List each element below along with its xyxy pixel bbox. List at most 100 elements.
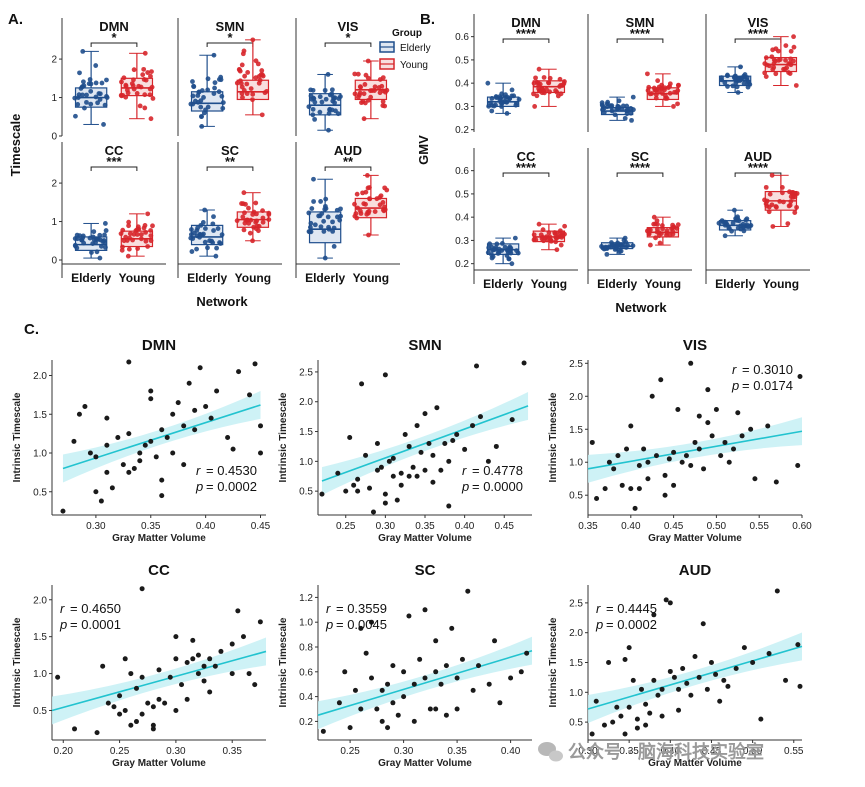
data-point: [133, 719, 139, 725]
data-point: [701, 466, 707, 472]
x-axis-label: Network: [615, 300, 667, 315]
data-point: [374, 467, 380, 473]
data-point: [93, 80, 99, 86]
x-tick-label: 0.25: [340, 746, 360, 757]
data-point: [406, 613, 412, 619]
data-point: [731, 446, 737, 452]
data-point: [553, 239, 559, 245]
data-point: [148, 228, 154, 233]
data-point: [239, 91, 245, 96]
scatter-subplot-dmn: DMN 0.5 1.0 1.5 2.0 0.30 0.35 0.40 0.45 Gray Matt…: [12, 337, 271, 544]
significance-label: *: [111, 30, 117, 45]
data-point: [253, 75, 259, 81]
data-point: [762, 70, 768, 76]
data-point: [559, 230, 565, 236]
data-point: [195, 652, 201, 658]
data-point: [308, 220, 314, 226]
data-point: [726, 459, 732, 465]
data-point: [246, 671, 252, 677]
data-point: [385, 681, 391, 687]
data-point: [593, 698, 599, 704]
data-point: [422, 411, 428, 417]
data-point: [762, 61, 768, 66]
data-point: [422, 467, 428, 473]
data-point: [610, 719, 616, 725]
data-point: [541, 75, 547, 80]
data-point: [450, 437, 456, 443]
scatter-subplot-aud: AUD 0.5 1.0 1.5 2.0 2.5 0.30 0.35 0.40 0.45 0.50 0.…: [548, 562, 804, 769]
box-young: [352, 172, 390, 238]
data-point: [379, 718, 385, 724]
subplot-title: DMN: [511, 15, 541, 30]
data-point: [138, 84, 144, 90]
data-point: [679, 459, 685, 465]
data-point: [653, 95, 659, 101]
data-point: [352, 91, 358, 97]
p-value: = 0.0174: [742, 378, 793, 393]
data-point: [88, 101, 94, 107]
data-point: [385, 725, 391, 731]
data-point: [247, 392, 253, 398]
data-point: [128, 671, 134, 677]
data-point: [80, 235, 86, 241]
data-point: [150, 223, 155, 229]
x-tick-label: 0.40: [196, 521, 216, 532]
data-point: [628, 486, 634, 492]
data-point: [486, 245, 492, 251]
data-point: [97, 237, 103, 243]
data-point: [499, 241, 505, 246]
p-value: = 0.0001: [70, 617, 121, 632]
box-subplot-dmn: 0.2 0.3 0.4 0.5 0.6 DMN****: [455, 14, 567, 136]
data-point: [610, 242, 616, 248]
y-tick-label: 0.2: [455, 125, 469, 136]
data-point: [708, 660, 714, 665]
data-point: [321, 218, 327, 224]
data-point: [321, 229, 327, 234]
data-point: [797, 683, 803, 689]
data-point: [772, 58, 778, 64]
data-point: [663, 96, 668, 101]
data-point: [630, 677, 636, 683]
data-point: [142, 442, 148, 448]
data-point: [504, 99, 510, 105]
y-tick-label: 2.0: [299, 397, 313, 408]
data-point: [173, 656, 179, 662]
y-tick-label: 0.5: [33, 487, 47, 498]
data-point: [666, 456, 672, 462]
data-point: [190, 637, 196, 643]
data-point: [394, 497, 400, 503]
data-point: [334, 207, 340, 213]
data-point: [386, 458, 392, 464]
data-point: [616, 104, 622, 110]
data-point: [536, 66, 542, 72]
data-point: [190, 101, 196, 107]
data-point: [229, 641, 235, 647]
data-point: [516, 97, 522, 102]
data-point: [606, 459, 612, 465]
data-point: [149, 84, 155, 90]
data-point: [266, 217, 272, 222]
data-point: [142, 50, 148, 56]
data-point: [794, 204, 799, 210]
data-point: [352, 71, 358, 77]
data-point: [260, 219, 266, 225]
data-point: [717, 698, 723, 704]
subplot-title: VIS: [338, 19, 359, 34]
x-category-label: Young: [531, 277, 567, 291]
data-point: [253, 200, 259, 206]
y-axis-label: Intrinsic Timescale: [12, 617, 23, 707]
y-tick-label: 1.5: [33, 632, 47, 643]
data-point: [312, 222, 318, 228]
data-point: [788, 199, 794, 204]
watermark-text: 公众号 · 脑海科技实验室: [568, 741, 764, 762]
data-point: [533, 75, 538, 81]
data-point: [735, 216, 741, 221]
data-point: [770, 66, 776, 72]
data-point: [93, 237, 99, 242]
data-point: [142, 223, 148, 228]
data-point: [504, 110, 510, 116]
data-point: [319, 211, 325, 216]
x-category-label: Elderly: [483, 277, 523, 291]
data-point: [382, 204, 387, 210]
data-point: [127, 231, 133, 237]
